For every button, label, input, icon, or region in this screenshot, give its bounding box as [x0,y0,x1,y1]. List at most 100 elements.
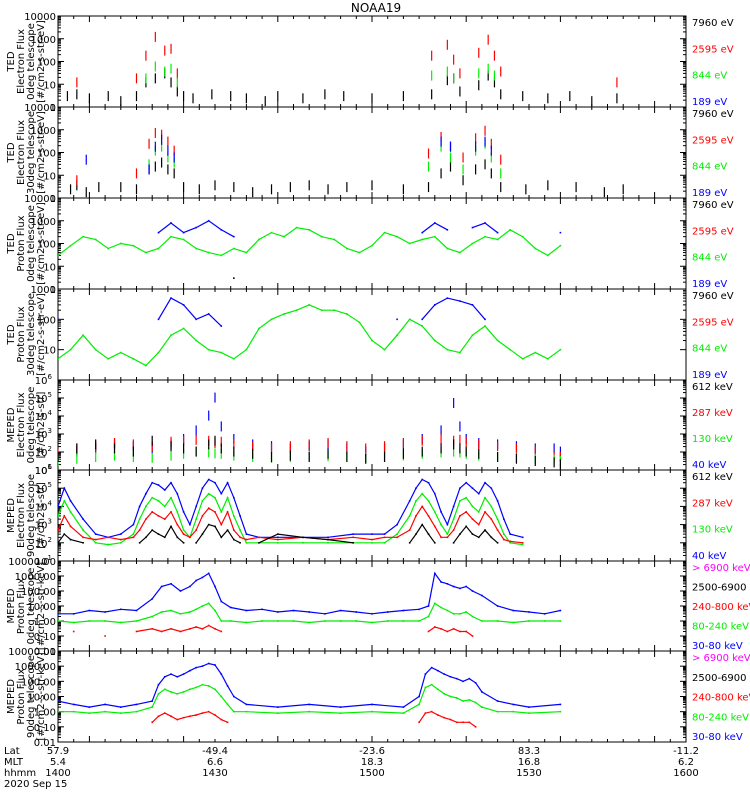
data-point [176,492,179,495]
data-point [512,710,515,713]
data-point [82,518,84,520]
data-point [214,585,216,588]
data-point [346,313,348,315]
data-point [295,309,298,312]
data-point [509,348,511,351]
data-point [477,511,480,513]
data-point [135,630,138,633]
data-point [534,247,537,250]
data-point [88,609,91,612]
data-point [138,518,141,520]
data-point [151,529,153,531]
data-point [547,254,549,257]
data-point [132,244,135,247]
data-point [415,487,417,489]
data-point [120,538,122,541]
data-point [233,695,235,698]
data-point [446,609,449,612]
data-point [58,529,59,531]
x-tick-label-hhmm: 1500 [359,768,384,779]
data-point [214,628,216,630]
data-point [418,721,420,724]
y-tick-label: 10.00 [27,693,56,704]
data-point [135,703,138,706]
data-point [434,511,436,513]
data-point [371,703,373,706]
data-point [69,348,72,351]
data-point [434,525,436,528]
data-point [195,714,197,716]
data-point [182,673,185,675]
data-point [471,518,474,520]
legend-entry: 2595 eV [692,44,734,55]
data-point [220,630,223,633]
data-point [220,673,223,675]
y-axis-label: 0deg telescope [26,23,37,100]
data-point [339,609,342,612]
data-point [189,611,191,613]
data-point [207,219,210,222]
data-point [258,542,260,544]
data-point [245,621,248,624]
data-point [277,706,279,708]
data-point [151,511,153,513]
data-point [459,533,461,535]
data-point [427,615,430,618]
data-point [437,669,439,672]
x-tick-label-lat: -23.6 [359,746,385,757]
legend-entry: 189 eV [692,279,727,290]
data-point [189,523,191,526]
data-point [452,518,455,520]
y-axis-label: Proton Flux [16,215,27,271]
data-point [496,339,499,342]
data-point [170,691,172,693]
data-point [207,710,210,713]
data-point [182,304,185,306]
data-point [151,628,153,630]
data-point [512,609,515,612]
data-point [182,327,185,330]
data-point [490,518,493,520]
y-tick-label: 1 [50,103,56,114]
data-point [496,500,499,502]
data-point [509,540,511,543]
data-point [94,348,97,351]
data-point [145,505,147,508]
y-axis-label: 30deg telescope [26,111,37,194]
y-axis-label: MEPED [6,498,17,533]
data-point [195,542,197,544]
data-point [484,529,486,531]
x-tick-label-hhmm: 1400 [45,768,70,779]
data-point [233,357,235,360]
data-point [484,235,486,238]
data-point [151,615,153,618]
y-axis-label: TED [6,142,17,163]
data-point [151,706,153,708]
legend-entry: 844 eV [692,162,727,173]
y-axis-label: Electron Flux [16,483,27,548]
data-point [459,251,461,254]
series-group [58,392,562,470]
data-point [163,489,166,491]
data-point [408,529,411,531]
legend-entry: 240-800 keV [692,602,750,613]
data-point [424,686,427,689]
y-tick-label: 1000 [31,217,56,228]
series-line-240-800-keV [151,711,476,728]
y-tick-exponent: 6 [48,463,53,471]
y-axis-label: [#/cm2-s-str-eV] [36,293,47,376]
y-axis-label: [#/cm2-s-str] [36,482,47,549]
y-tick-label: 1000 [31,285,56,296]
data-point [446,523,449,526]
panel-frame [57,197,687,290]
data-point [207,478,210,481]
data-point [481,706,483,708]
data-point [189,628,191,630]
data-point [182,691,185,693]
data-point [170,511,172,513]
data-point [521,543,524,546]
x-tick-label-hhmm: 1600 [673,768,698,779]
data-point [434,492,436,495]
y-axis-label: TED [6,233,17,254]
data-point [233,247,235,250]
